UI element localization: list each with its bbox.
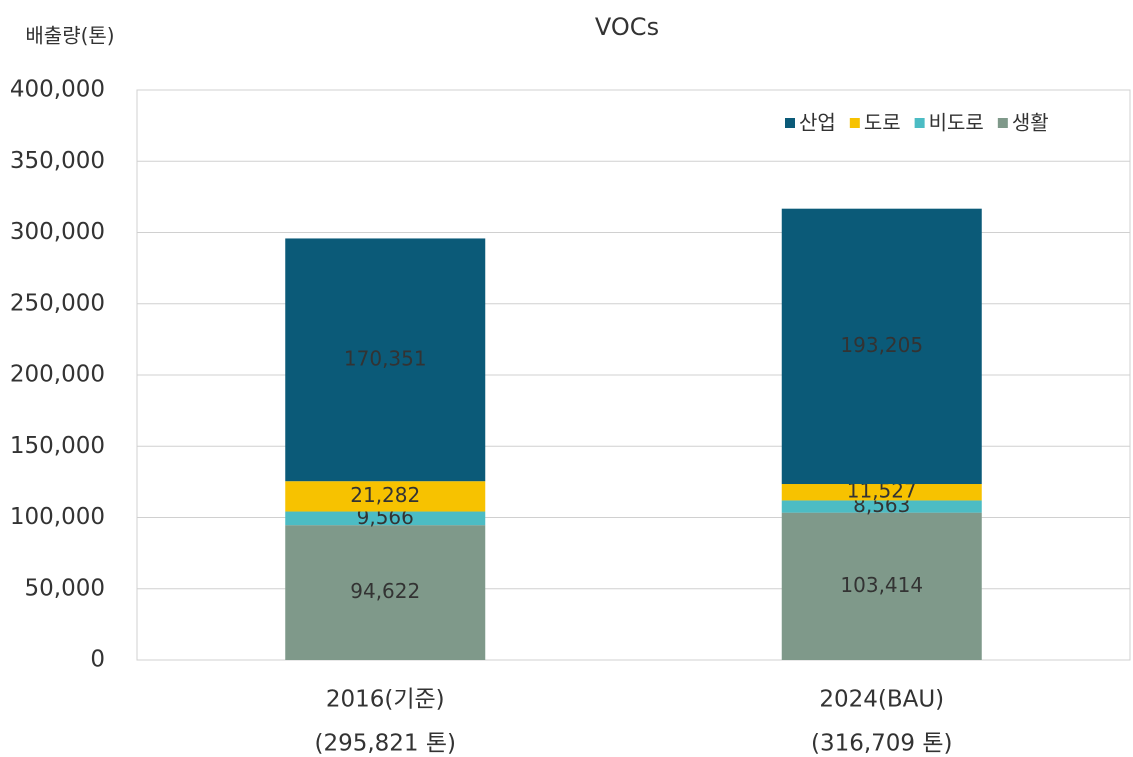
legend-label: 비도로 bbox=[929, 111, 984, 135]
y-tick-label: 200,000 bbox=[10, 362, 105, 388]
bar-segment bbox=[285, 525, 486, 660]
y-tick-label: 400,000 bbox=[10, 77, 105, 103]
bar-segment bbox=[285, 481, 486, 512]
bar-segment bbox=[781, 512, 982, 660]
bar-segment bbox=[285, 238, 486, 482]
legend-swatch bbox=[914, 118, 925, 128]
y-axis-label: 배출량(톤) bbox=[25, 24, 114, 48]
x-tick-label: (295,821 톤) bbox=[314, 731, 456, 757]
data-label: 170,351 bbox=[344, 346, 427, 370]
x-tick-label: 2016(기준) bbox=[326, 687, 445, 713]
y-tick-label: 0 bbox=[90, 647, 105, 673]
y-tick-label: 50,000 bbox=[25, 575, 105, 601]
y-tick-label: 350,000 bbox=[10, 148, 105, 174]
y-tick-label: 300,000 bbox=[10, 219, 105, 245]
y-tick-label: 100,000 bbox=[10, 504, 105, 530]
legend-label: 도로 bbox=[864, 111, 901, 135]
bar-segment bbox=[781, 208, 982, 485]
legend-swatch bbox=[785, 118, 795, 128]
data-label: 193,205 bbox=[840, 333, 923, 357]
y-tick-label: 150,000 bbox=[10, 433, 105, 459]
chart-title: VOCs bbox=[595, 13, 659, 41]
bar-segment bbox=[285, 511, 486, 526]
x-tick-label: (316,709 톤) bbox=[811, 731, 953, 757]
legend-swatch bbox=[849, 118, 860, 128]
legend-label: 산업 bbox=[799, 111, 836, 135]
data-label: 94,622 bbox=[350, 579, 420, 603]
y-tick-label: 250,000 bbox=[10, 290, 105, 316]
data-label: 21,282 bbox=[350, 483, 420, 507]
bar-segment bbox=[781, 500, 982, 513]
data-label: 103,414 bbox=[840, 573, 923, 597]
legend-swatch bbox=[997, 118, 1008, 128]
bar-segment bbox=[781, 484, 982, 501]
x-tick-label: 2024(BAU) bbox=[819, 687, 944, 713]
legend-label: 생활 bbox=[1012, 111, 1049, 135]
